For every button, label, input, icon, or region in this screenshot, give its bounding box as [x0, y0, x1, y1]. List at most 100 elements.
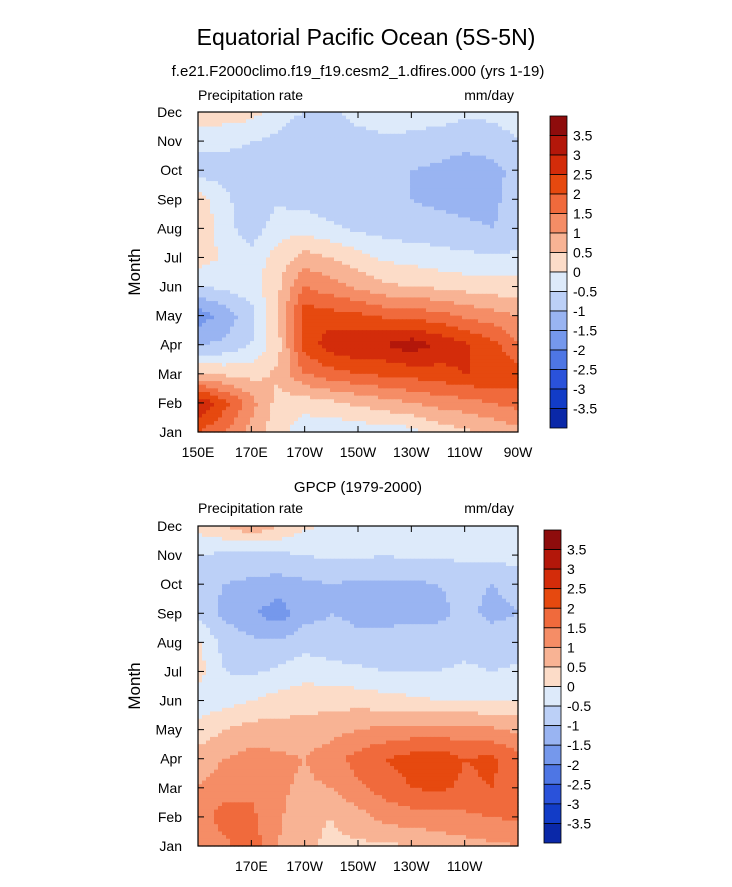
contour-cell: [218, 326, 223, 331]
contour-cell: [238, 144, 243, 149]
contour-cell: [434, 286, 439, 291]
contour-cell: [438, 162, 443, 168]
contour-cell: [442, 126, 447, 131]
contour-cell: [510, 304, 515, 309]
contour-cell: [270, 279, 275, 284]
contour-cell: [370, 119, 375, 124]
contour-cell: [414, 126, 419, 131]
contour-cell: [438, 133, 443, 139]
contour-cell: [246, 166, 251, 171]
contour-cell: [486, 199, 491, 204]
contour-cell: [334, 159, 339, 164]
contour-cell: [322, 184, 327, 189]
contour-cell: [274, 315, 279, 320]
contour-cell: [326, 304, 331, 309]
contour-cell: [354, 330, 359, 335]
contour-cell: [258, 319, 263, 324]
contour-cell: [366, 232, 371, 237]
contour-cell: [446, 173, 451, 179]
contour-cell: [490, 286, 495, 291]
contour-cell: [510, 137, 515, 142]
contour-cell: [334, 133, 339, 139]
contour-cell: [338, 213, 343, 219]
contour-cell: [218, 155, 223, 160]
contour-cell: [394, 246, 399, 251]
contour-cell: [482, 173, 487, 179]
contour-cell: [442, 213, 447, 219]
contour-cell: [494, 297, 499, 302]
contour-cell: [410, 210, 415, 215]
contour-cell: [394, 301, 399, 306]
contour-cell: [234, 304, 239, 309]
contour-cell: [278, 119, 283, 124]
contour-cell: [390, 224, 395, 229]
contour-cell: [242, 173, 247, 179]
contour-cell: [318, 192, 323, 197]
contour-cell: [358, 148, 363, 153]
contour-cell: [366, 308, 371, 313]
contour-cell: [494, 322, 499, 328]
contour-cell: [214, 319, 219, 324]
contour-cell: [502, 152, 507, 157]
contour-cell: [402, 184, 407, 189]
contour-cell: [490, 301, 495, 306]
contour-cell: [338, 166, 343, 171]
contour-cell: [214, 199, 219, 204]
contour-cell: [214, 250, 219, 255]
contour-cell: [254, 319, 259, 324]
contour-cell: [202, 166, 207, 171]
contour-cell: [482, 126, 487, 131]
contour-cell: [358, 184, 363, 189]
contour-cell: [326, 115, 331, 120]
contour-cell: [218, 312, 223, 317]
contour-cell: [298, 137, 303, 142]
contour-cell: [418, 264, 423, 269]
contour-cell: [302, 268, 307, 273]
contour-cell: [330, 326, 335, 331]
contour-cell: [238, 272, 243, 277]
contour-cell: [322, 202, 327, 208]
contour-cell: [334, 253, 339, 259]
contour-cell: [238, 228, 243, 233]
contour-cell: [434, 326, 439, 331]
contour-cell: [342, 213, 347, 219]
contour-cell: [222, 246, 227, 251]
contour-cell: [406, 152, 411, 157]
contour-cell: [506, 166, 511, 171]
contour-cell: [514, 235, 519, 240]
contour-cell: [434, 315, 439, 320]
contour-cell: [322, 242, 327, 248]
contour-cell: [258, 115, 263, 120]
contour-cell: [202, 217, 207, 222]
contour-cell: [374, 159, 379, 164]
contour-cell: [482, 137, 487, 142]
contour-cell: [342, 162, 347, 168]
contour-cell: [498, 206, 503, 211]
contour-cell: [298, 130, 303, 135]
contour-cell: [198, 173, 203, 179]
contour-cell: [246, 210, 251, 215]
contour-cell: [402, 268, 407, 273]
contour-cell: [202, 290, 207, 295]
contour-cell: [246, 246, 251, 251]
contour-cell: [370, 246, 375, 251]
contour-cell: [290, 137, 295, 142]
contour-cell: [306, 312, 311, 317]
contour-cell: [390, 333, 395, 339]
contour-cell: [438, 217, 443, 222]
contour-cell: [314, 301, 319, 306]
contour-cell: [482, 268, 487, 273]
contour-cell: [466, 126, 471, 131]
contour-cell: [254, 152, 259, 157]
contour-cell: [478, 144, 483, 149]
contour-cell: [474, 333, 479, 339]
contour-cell: [422, 301, 427, 306]
contour-cell: [302, 192, 307, 197]
contour-cell: [390, 250, 395, 255]
contour-cell: [266, 322, 271, 328]
contour-cell: [286, 282, 291, 288]
contour-cell: [418, 202, 423, 208]
contour-cell: [214, 275, 219, 280]
contour-cell: [470, 133, 475, 139]
contour-cell: [366, 290, 371, 295]
